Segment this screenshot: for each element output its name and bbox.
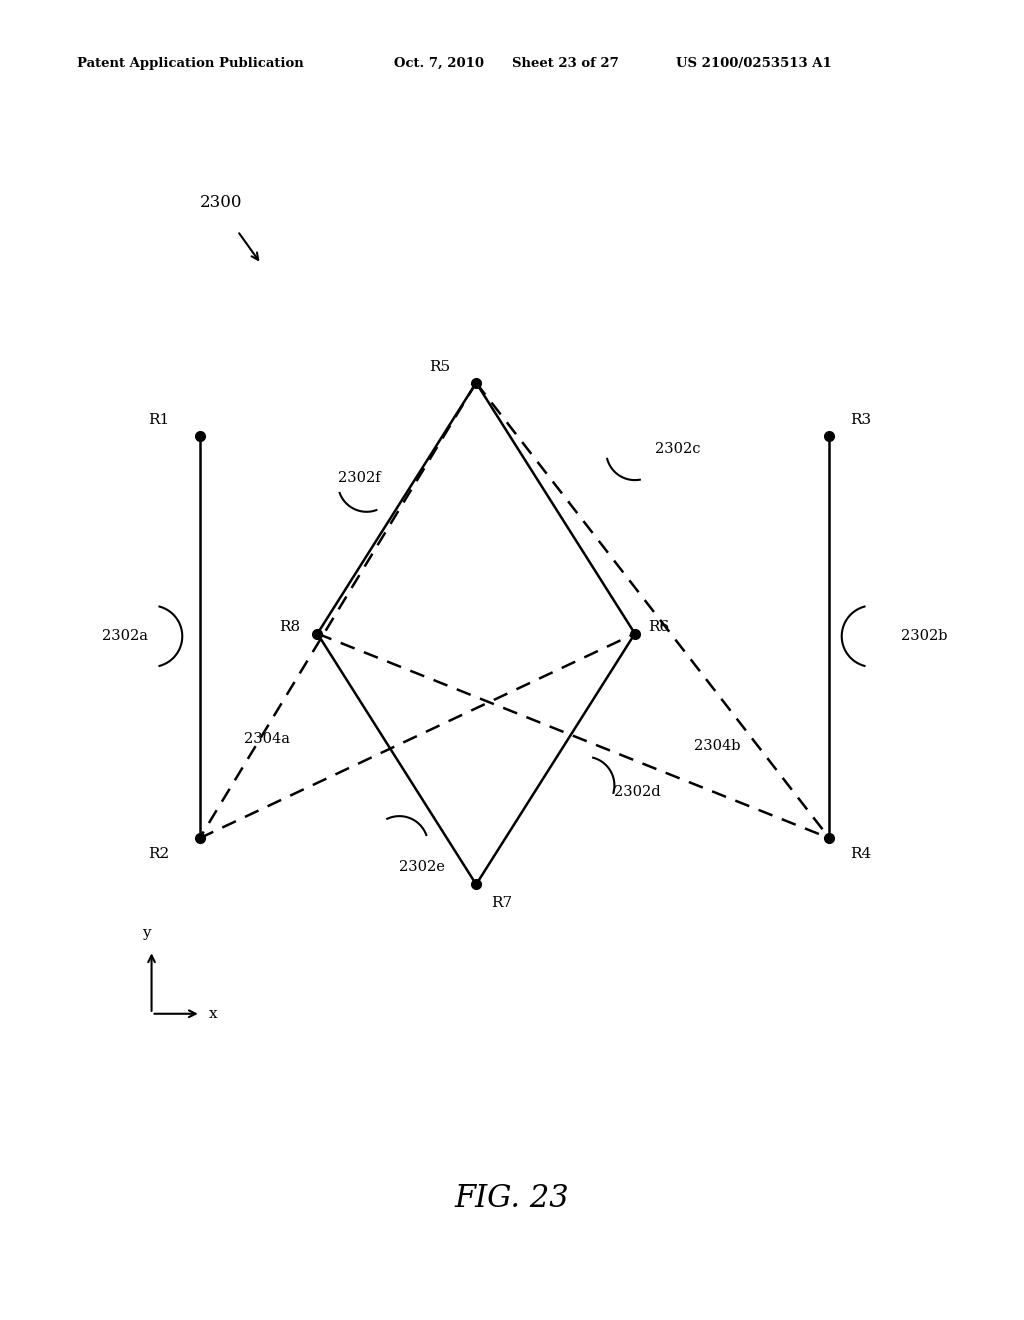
Text: 2304a: 2304a — [244, 733, 290, 746]
Text: 2302e: 2302e — [399, 861, 445, 874]
Text: 2302a: 2302a — [102, 630, 148, 643]
Text: 2302f: 2302f — [338, 471, 381, 484]
Text: Sheet 23 of 27: Sheet 23 of 27 — [512, 57, 618, 70]
Text: R4: R4 — [850, 847, 871, 861]
Text: Oct. 7, 2010: Oct. 7, 2010 — [394, 57, 484, 70]
Text: R6: R6 — [648, 620, 670, 634]
Text: x: x — [209, 1007, 217, 1020]
Text: 2302b: 2302b — [901, 630, 947, 643]
Text: Patent Application Publication: Patent Application Publication — [77, 57, 303, 70]
Text: R1: R1 — [147, 413, 169, 426]
Text: 2304b: 2304b — [694, 739, 740, 752]
Text: US 2100/0253513 A1: US 2100/0253513 A1 — [676, 57, 831, 70]
Text: R3: R3 — [850, 413, 871, 426]
Text: R8: R8 — [279, 620, 300, 634]
Text: 2300: 2300 — [200, 194, 243, 211]
Text: R5: R5 — [429, 360, 451, 374]
Text: 2302d: 2302d — [614, 785, 662, 799]
Text: 2302c: 2302c — [655, 442, 700, 455]
Text: y: y — [142, 925, 151, 940]
Text: R2: R2 — [147, 847, 169, 861]
Text: R7: R7 — [492, 896, 513, 909]
Text: FIG. 23: FIG. 23 — [455, 1183, 569, 1214]
